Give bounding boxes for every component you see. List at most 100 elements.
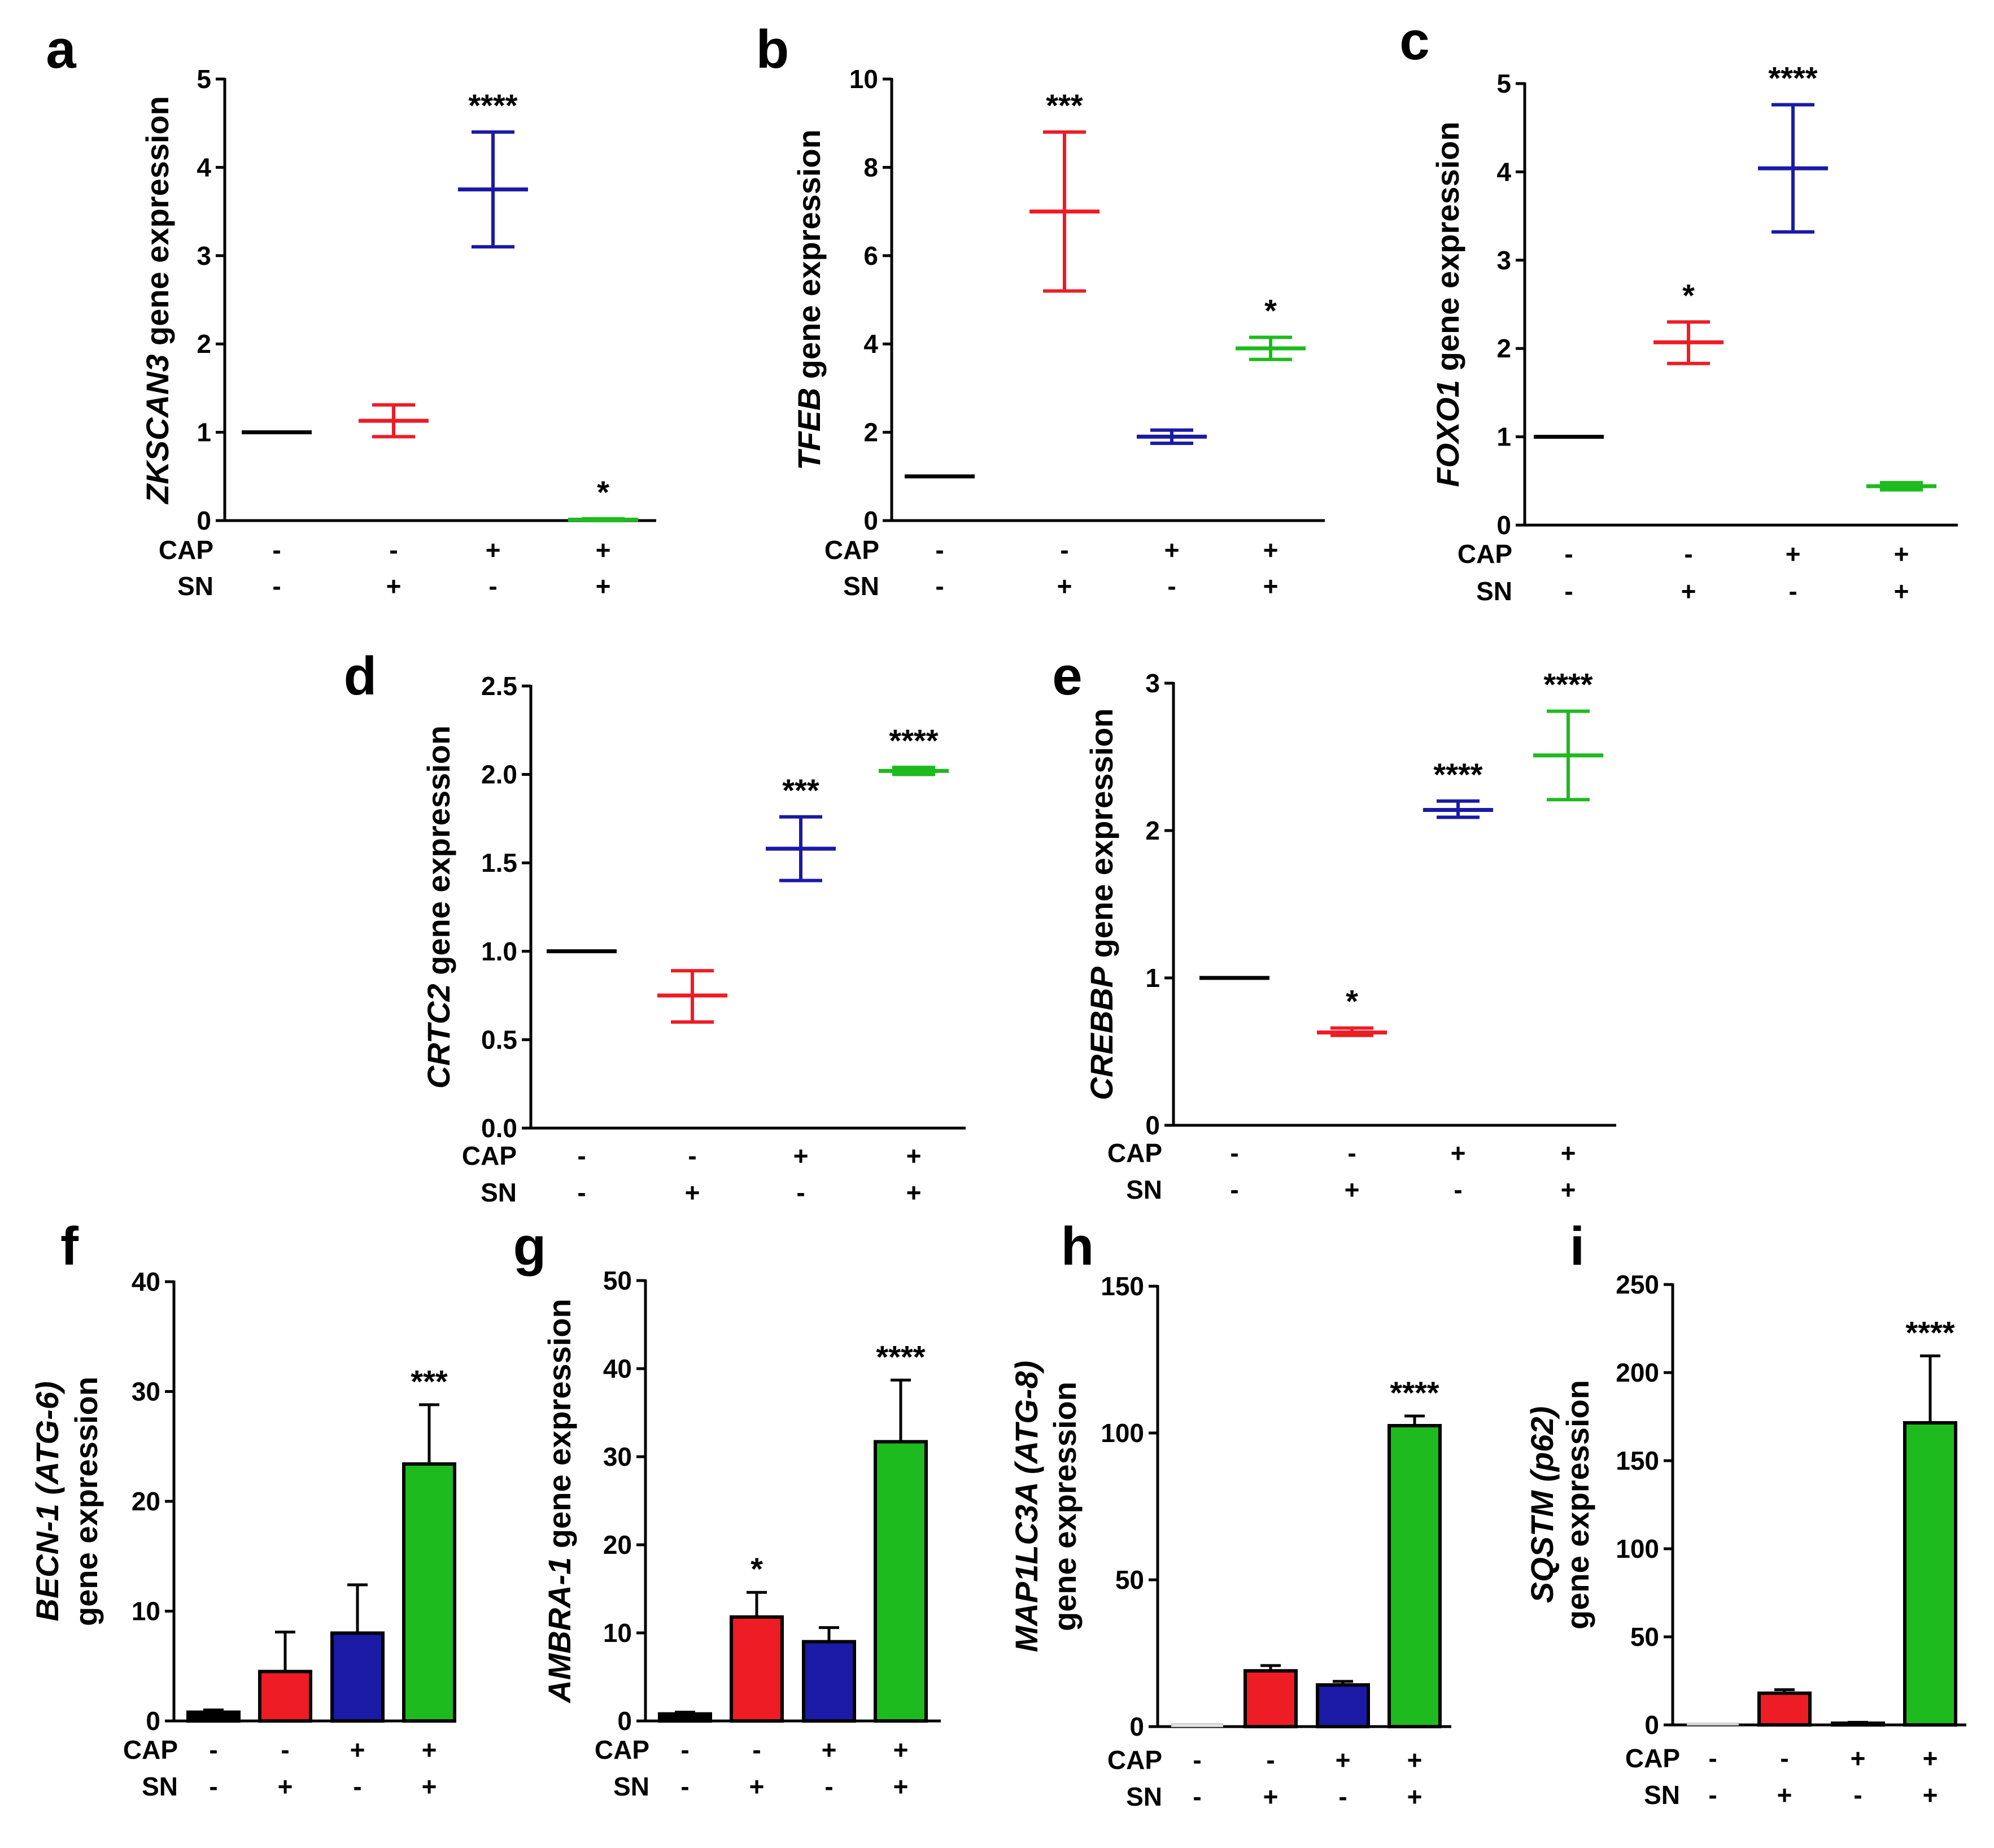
cap-sign: + [793,1141,809,1170]
y-tick-label: 6 [863,241,878,270]
y-axis-label: ZKSCAN3 gene expression [139,96,175,505]
y-axis-label: MAP1LC3A (ATG-8) [1009,1361,1044,1652]
y-tick-label: 0 [1145,1111,1160,1140]
panel-g: g 0 10 20 30 40 50 AMBRA-1 gene expression - - * - +… [513,1216,941,1801]
sn-sign: - [1167,571,1176,601]
sn-sign: + [1263,1782,1279,1811]
panel-letter: e [1052,646,1082,706]
cap-sign: - [1266,1745,1275,1775]
panel-letter: h [1061,1216,1094,1277]
y-tick-label: 5 [197,64,211,94]
cap-sign: - [577,1141,586,1170]
row-label-sn: SN [142,1772,178,1801]
sn-sign: - [1193,1782,1201,1811]
panel-c: c 0 1 2 3 4 5 FOXO1 gene expression - - * - + **** + - +… [1399,11,1958,606]
significance-label: **** [1768,60,1817,96]
bar [1171,1723,1223,1728]
y-tick-label: 2 [863,418,878,447]
sn-sign: + [906,1178,922,1207]
sn-sign: - [488,571,497,601]
cap-sign: + [822,1735,837,1764]
y-tick-label: 8 [863,152,878,182]
y-axis-label: CRTC2 gene expression [421,726,456,1089]
sn-sign: - [1788,576,1797,606]
cap-sign: + [1164,535,1180,565]
y-tick-label: 2.0 [481,760,517,789]
sn-sign: - [1708,1780,1717,1810]
y-tick-label: 3 [1496,246,1511,275]
y-tick-label: 150 [1616,1446,1659,1475]
panel-letter: a [46,19,76,80]
cap-sign: + [1263,535,1279,565]
cap-sign: + [596,535,611,565]
sn-sign: + [1407,1782,1423,1811]
y-tick-label: 2 [1496,334,1511,363]
significance-label: **** [1543,667,1592,702]
cap-sign: + [1786,539,1801,569]
bar [1831,1721,1885,1727]
significance-label: **** [1905,1314,1954,1350]
y-tick-label: 4 [863,329,878,359]
significance-label: **** [1433,757,1482,792]
y-tick-label: 0 [1129,1712,1144,1741]
sn-sign: + [893,1772,909,1801]
sn-sign: + [1057,571,1072,601]
y-tick-label: 1 [1145,963,1160,993]
cap-sign: - [752,1735,761,1764]
sn-sign: - [796,1178,805,1207]
cap-sign: + [486,535,501,565]
bar [802,1640,856,1723]
row-label-cap: CAP [462,1141,517,1170]
row-label-sn: SN [843,571,879,601]
y-tick-label: 2 [197,329,211,359]
y-tick-label: 30 [132,1377,160,1406]
panel-a: a 0 1 2 3 4 5 ZKSCAN3 gene expression - - - + **** + -… [46,19,656,601]
y-tick-label: 0.5 [481,1025,517,1054]
sn-sign: + [278,1772,293,1801]
y-tick-label: 4 [197,152,211,182]
cap-sign: + [1407,1745,1423,1775]
cap-sign: + [1894,539,1909,569]
sn-sign: + [1894,576,1909,606]
row-label-sn: SN [1644,1780,1680,1810]
sn-sign: + [1923,1780,1938,1810]
bar [330,1631,385,1723]
bar [258,1670,312,1723]
y-axis-label-line2: gene expression [68,1377,104,1626]
bar [1903,1421,1957,1727]
cap-sign: + [1336,1745,1351,1775]
cap-sign: + [1923,1744,1938,1773]
panel-b: b 0 2 4 6 8 10 TFEB gene expression - - *** - + + - * + +… [756,19,1325,601]
significance-label: *** [782,772,819,808]
panel-letter: b [756,19,789,80]
y-tick-label: 100 [1616,1534,1659,1563]
y-tick-label: 5 [1496,69,1511,98]
panel-letter: c [1399,11,1429,71]
cap-sign: + [1561,1138,1576,1168]
y-tick-label: 30 [603,1442,632,1471]
sn-sign: - [209,1772,217,1801]
y-tick-label: 40 [603,1354,632,1383]
y-tick-label: 1 [197,418,211,447]
y-tick-label: 40 [132,1267,160,1296]
bar [1316,1683,1370,1728]
significance-label: **** [876,1339,925,1374]
row-label-sn: SN [177,571,213,601]
y-tick-label: 3 [1145,669,1160,698]
cap-sign: - [1060,535,1068,565]
cap-sign: - [281,1735,289,1764]
panel-i: i 0 50 100 150 200 250 SQSTM (p62) gene expressi… [1524,1216,1966,1810]
y-tick-label: 0.0 [481,1113,517,1143]
y-tick-label: 2.5 [481,671,517,701]
bar [1687,1722,1739,1725]
y-axis-label: TFEB gene expression [791,129,827,470]
bar [1243,1669,1298,1728]
sn-sign: - [272,571,281,601]
sn-sign: + [422,1772,437,1801]
sn-sign: - [824,1772,833,1801]
bar [874,1440,928,1723]
y-tick-label: 0 [863,506,878,535]
y-tick-label: 0 [146,1706,160,1736]
sn-sign: - [1853,1780,1862,1810]
y-tick-label: 20 [603,1530,632,1559]
